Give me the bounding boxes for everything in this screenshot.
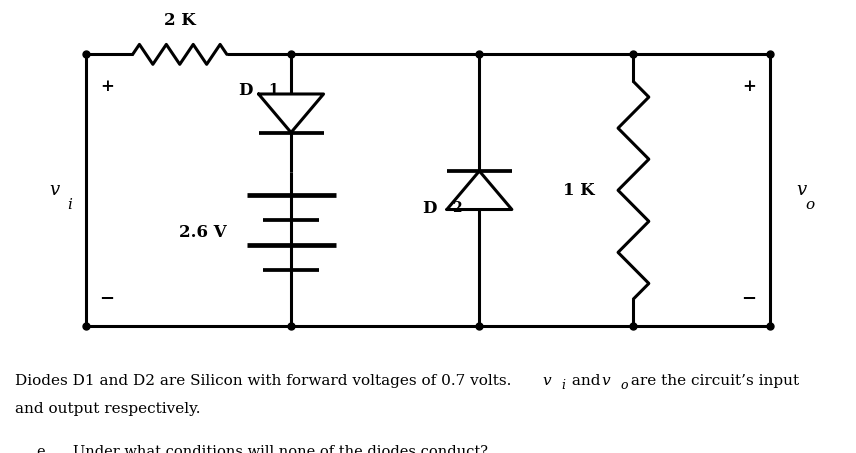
- Text: D: D: [422, 200, 437, 217]
- Text: Diodes D1 and D2 are Silicon with forward voltages of 0.7 volts.: Diodes D1 and D2 are Silicon with forwar…: [15, 374, 517, 388]
- Text: and: and: [567, 374, 605, 388]
- Text: are the circuit’s input: are the circuit’s input: [626, 374, 799, 388]
- Text: 2: 2: [452, 201, 461, 215]
- Text: 2 K: 2 K: [163, 12, 196, 29]
- Text: 1 K: 1 K: [563, 182, 595, 199]
- Text: 1: 1: [268, 83, 277, 97]
- Text: v: v: [796, 181, 806, 199]
- Text: 2.6 V: 2.6 V: [179, 224, 227, 241]
- Text: v: v: [50, 181, 60, 199]
- Text: i: i: [67, 198, 72, 212]
- Text: v: v: [602, 374, 610, 388]
- Text: o: o: [621, 379, 628, 392]
- Text: o: o: [805, 198, 815, 212]
- Text: D: D: [238, 82, 253, 99]
- Text: −: −: [99, 290, 115, 308]
- Text: and output respectively.: and output respectively.: [15, 402, 201, 416]
- Text: +: +: [100, 77, 114, 95]
- Text: −: −: [741, 290, 757, 308]
- Text: v: v: [543, 374, 551, 388]
- Text: +: +: [742, 77, 756, 95]
- Text: e.: e.: [36, 445, 49, 453]
- Text: i: i: [562, 379, 566, 392]
- Text: Under what conditions will none of the diodes conduct?: Under what conditions will none of the d…: [73, 445, 488, 453]
